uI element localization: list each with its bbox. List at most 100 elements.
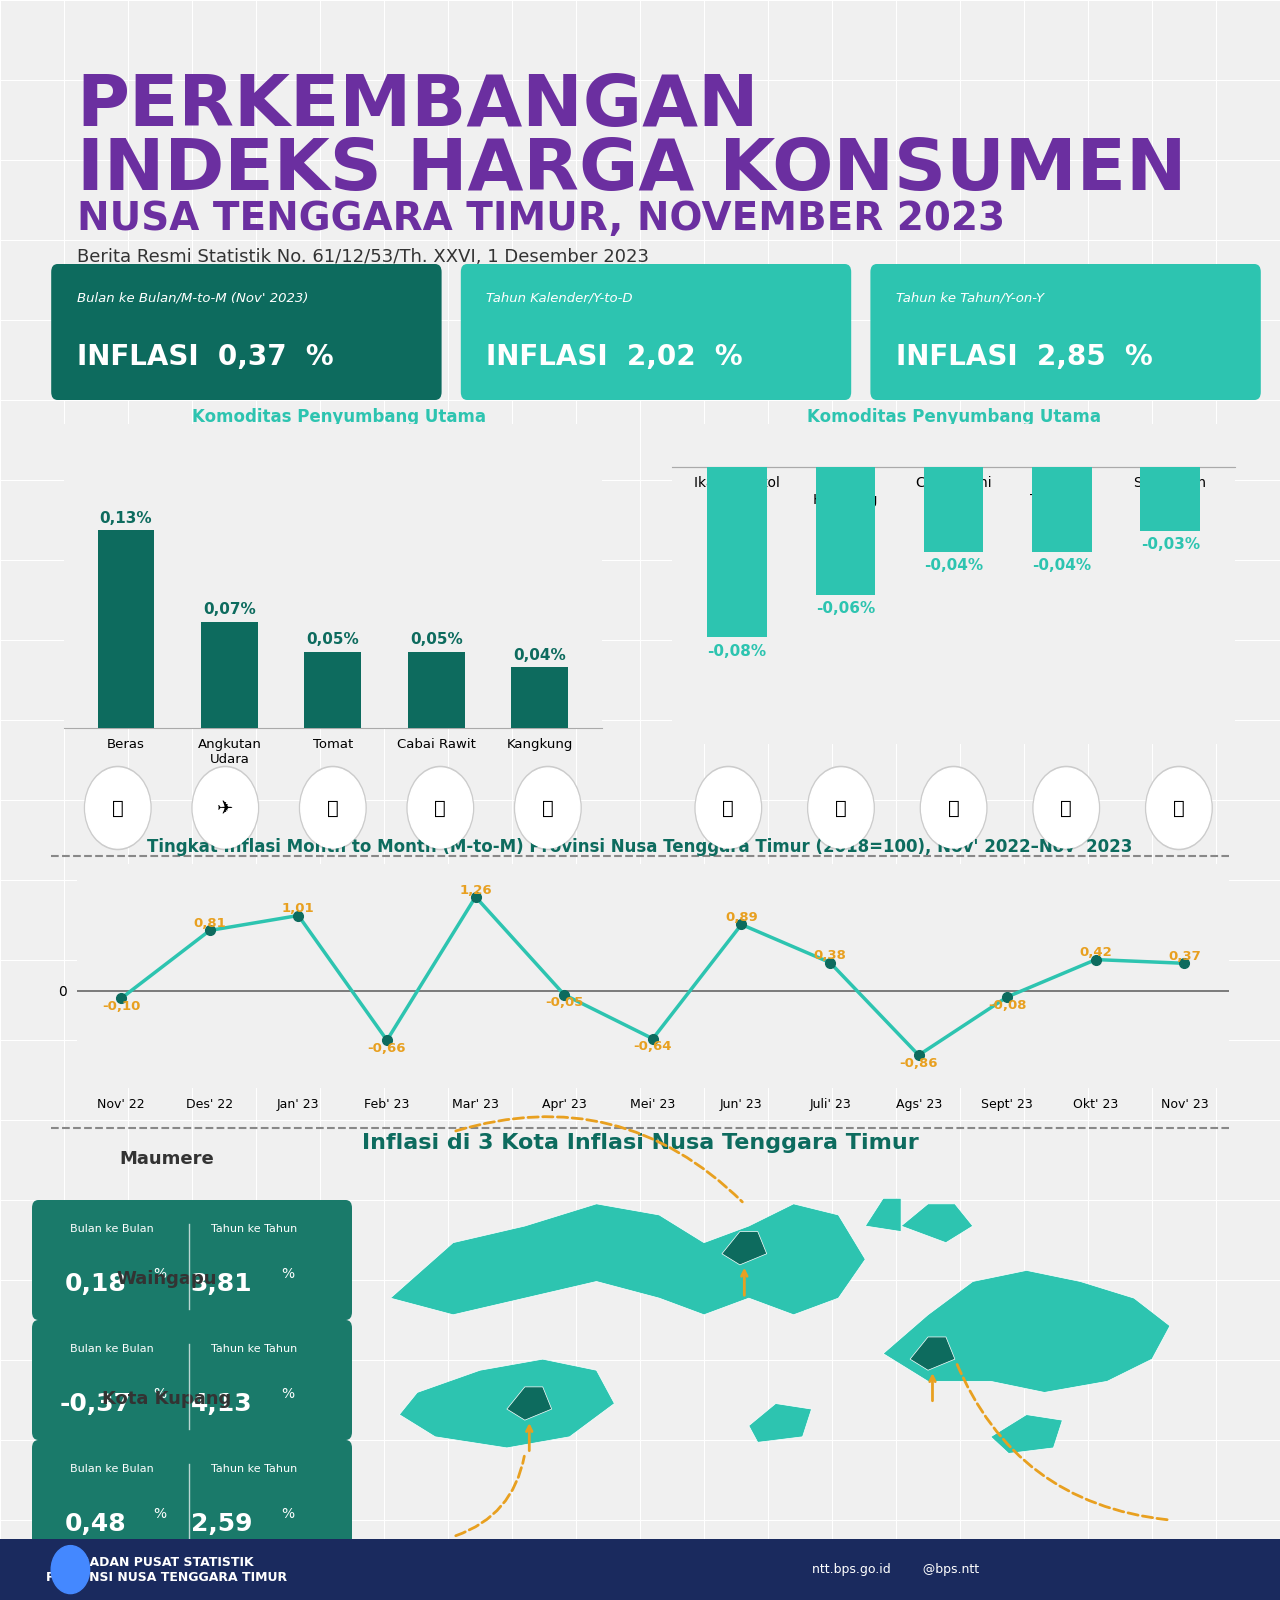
- Text: Maumere: Maumere: [119, 1150, 214, 1168]
- Circle shape: [51, 1546, 90, 1594]
- Text: -0,10: -0,10: [102, 1000, 141, 1013]
- Text: 1,26: 1,26: [460, 883, 492, 896]
- Text: 0,13%: 0,13%: [100, 510, 152, 526]
- Polygon shape: [507, 1387, 552, 1421]
- Text: -0,08: -0,08: [988, 998, 1027, 1011]
- Text: Tahun ke Tahun: Tahun ke Tahun: [211, 1224, 297, 1234]
- Bar: [815, 467, 876, 595]
- Circle shape: [1034, 768, 1098, 848]
- Text: INFLASI  2,02  %: INFLASI 2,02 %: [486, 344, 742, 371]
- Text: 0,05%: 0,05%: [410, 632, 462, 648]
- Circle shape: [515, 766, 581, 850]
- Text: 0,37: 0,37: [1169, 950, 1201, 963]
- FancyBboxPatch shape: [0, 1539, 1280, 1600]
- Text: INDEKS HARGA KONSUMEN: INDEKS HARGA KONSUMEN: [77, 136, 1187, 205]
- Text: Komoditas Penyumbang Utama
Andil Inflasi (M-to-M,%): Komoditas Penyumbang Utama Andil Inflasi…: [192, 408, 486, 446]
- Text: Tahun Kalender/Y-to-D: Tahun Kalender/Y-to-D: [486, 291, 634, 304]
- Circle shape: [920, 766, 987, 850]
- Text: 🐡: 🐡: [1060, 798, 1073, 818]
- Text: Inflasi di 3 Kota Inflasi Nusa Tenggara Timur: Inflasi di 3 Kota Inflasi Nusa Tenggara …: [362, 1133, 918, 1152]
- Bar: [924, 467, 983, 552]
- Text: %: %: [282, 1507, 294, 1522]
- Text: -0,05: -0,05: [545, 997, 584, 1010]
- Bar: [305, 651, 361, 728]
- Circle shape: [84, 766, 151, 850]
- Text: Kota Kupang: Kota Kupang: [102, 1390, 230, 1408]
- Circle shape: [808, 766, 874, 850]
- Text: PERKEMBANGAN: PERKEMBANGAN: [77, 72, 759, 141]
- Text: BADAN PUSAT STATISTIK
PROVINSI NUSA TENGGARA TIMUR: BADAN PUSAT STATISTIK PROVINSI NUSA TENG…: [46, 1555, 287, 1584]
- Text: -0,03%: -0,03%: [1140, 538, 1199, 552]
- Text: Komoditas Penyumbang Utama
Andil Deflasi (M-to-M,%): Komoditas Penyumbang Utama Andil Deflasi…: [806, 408, 1101, 446]
- Polygon shape: [883, 1270, 1170, 1392]
- Circle shape: [301, 768, 365, 848]
- Polygon shape: [910, 1338, 955, 1370]
- Text: -0,66: -0,66: [367, 1042, 406, 1054]
- Circle shape: [407, 766, 474, 850]
- FancyBboxPatch shape: [461, 264, 851, 400]
- Polygon shape: [901, 1203, 973, 1243]
- Text: -0,04%: -0,04%: [1033, 558, 1092, 573]
- Text: 🐠: 🐠: [835, 798, 847, 818]
- Circle shape: [300, 766, 366, 850]
- Text: -0,64: -0,64: [634, 1040, 672, 1053]
- Text: %: %: [282, 1267, 294, 1282]
- Bar: [707, 467, 767, 637]
- Text: 1,01: 1,01: [282, 902, 315, 915]
- Circle shape: [922, 768, 986, 848]
- Circle shape: [1147, 768, 1211, 848]
- FancyBboxPatch shape: [51, 264, 442, 400]
- Circle shape: [86, 768, 150, 848]
- Text: 🍚: 🍚: [111, 798, 124, 818]
- Polygon shape: [399, 1358, 614, 1448]
- Bar: [201, 621, 257, 728]
- Text: %: %: [154, 1507, 166, 1522]
- Text: 🌶️: 🌶️: [434, 798, 447, 818]
- Text: -0,06%: -0,06%: [815, 602, 876, 616]
- Text: 0,18: 0,18: [65, 1272, 127, 1296]
- Text: INFLASI  2,85  %: INFLASI 2,85 %: [896, 344, 1153, 371]
- Text: 0,04%: 0,04%: [513, 648, 566, 662]
- Text: Bulan ke Bulan: Bulan ke Bulan: [70, 1344, 154, 1354]
- Text: 0,48: 0,48: [65, 1512, 127, 1536]
- Text: 🐟: 🐟: [722, 798, 735, 818]
- Circle shape: [192, 766, 259, 850]
- Bar: [97, 530, 155, 728]
- Circle shape: [809, 768, 873, 848]
- Bar: [1140, 467, 1201, 531]
- Circle shape: [696, 768, 760, 848]
- Bar: [1032, 467, 1092, 552]
- Text: ntt.bps.go.id        @bps.ntt: ntt.bps.go.id @bps.ntt: [813, 1563, 979, 1576]
- Text: 0,38: 0,38: [814, 949, 846, 962]
- FancyBboxPatch shape: [32, 1200, 352, 1320]
- Text: 🥬: 🥬: [1172, 798, 1185, 818]
- Text: 0,07%: 0,07%: [204, 602, 256, 618]
- Text: NUSA TENGGARA TIMUR, NOVEMBER 2023: NUSA TENGGARA TIMUR, NOVEMBER 2023: [77, 200, 1005, 238]
- Bar: [511, 667, 568, 728]
- Text: -0,37: -0,37: [60, 1392, 132, 1416]
- Polygon shape: [865, 1198, 901, 1232]
- Polygon shape: [722, 1232, 767, 1266]
- Text: 🦑: 🦑: [947, 798, 960, 818]
- Text: Bulan ke Bulan: Bulan ke Bulan: [70, 1464, 154, 1474]
- Text: ✈️: ✈️: [218, 798, 233, 818]
- Polygon shape: [390, 1203, 865, 1315]
- Text: 0,05%: 0,05%: [306, 632, 360, 648]
- Text: %: %: [282, 1387, 294, 1402]
- FancyBboxPatch shape: [32, 1440, 352, 1560]
- Text: Tahun ke Tahun: Tahun ke Tahun: [211, 1344, 297, 1354]
- Text: Tahun ke Tahun: Tahun ke Tahun: [211, 1464, 297, 1474]
- Circle shape: [408, 768, 472, 848]
- Text: %: %: [154, 1387, 166, 1402]
- Text: 0,81: 0,81: [193, 917, 227, 930]
- Circle shape: [1146, 766, 1212, 850]
- Text: 3,81: 3,81: [191, 1272, 252, 1296]
- Text: 4,13: 4,13: [191, 1392, 252, 1416]
- Text: Tingkat Inflasi Month to Month (M-to-M) Provinsi Nusa Tenggara Timur (2018=100),: Tingkat Inflasi Month to Month (M-to-M) …: [147, 838, 1133, 856]
- Text: %: %: [154, 1267, 166, 1282]
- Text: 🌿: 🌿: [541, 798, 554, 818]
- Text: Tahun ke Tahun/Y-on-Y: Tahun ke Tahun/Y-on-Y: [896, 291, 1044, 304]
- Circle shape: [516, 768, 580, 848]
- Text: -0,86: -0,86: [900, 1058, 938, 1070]
- Text: 0,42: 0,42: [1079, 946, 1112, 960]
